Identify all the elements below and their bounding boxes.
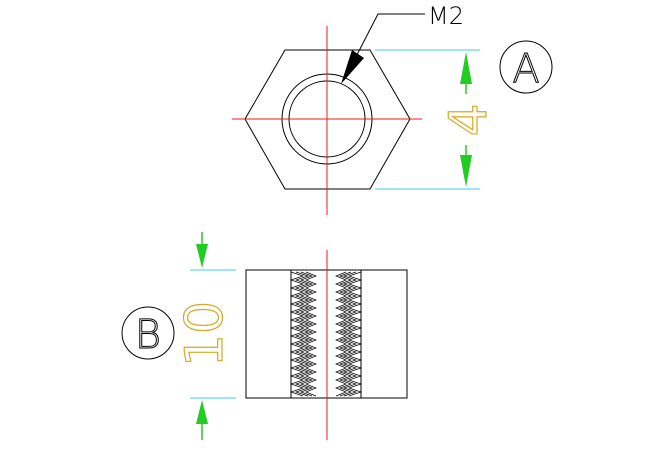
leader-arrowhead: [341, 50, 364, 84]
height-dimension: 10: [174, 232, 236, 440]
marker-a-letter: A: [512, 46, 539, 92]
side-view: [245, 250, 408, 440]
thread-zigzag-line: [342, 271, 358, 397]
thread-zigzag-line: [338, 271, 353, 397]
marker-a-circle: [499, 40, 553, 94]
width-dimension: 4: [375, 49, 500, 190]
top-view: [232, 26, 422, 215]
dim10-arrow-up: [196, 400, 208, 424]
thread-zigzag-line: [299, 271, 314, 397]
thread-zigzag-line: [305, 271, 317, 397]
height-dimension-text: 10: [175, 301, 235, 367]
dim-arrow-up: [460, 52, 472, 84]
marker-b-circle: [121, 306, 175, 360]
view-marker-b: B: [121, 306, 175, 360]
dim10-arrow-down: [196, 244, 208, 268]
thread-label: M2: [428, 2, 464, 30]
dim-arrow-down: [460, 155, 472, 187]
marker-b-letter: B: [135, 312, 161, 358]
thread-callout: M2: [341, 2, 464, 84]
internal-thread-hatching: [289, 271, 363, 397]
leader-line: [343, 13, 425, 81]
view-marker-a: A: [499, 40, 553, 94]
width-dimension-text: 4: [439, 103, 499, 136]
thread-zigzag-line: [289, 271, 305, 397]
thread-zigzag-line: [294, 271, 310, 397]
thread-zigzag-line: [335, 271, 347, 397]
thread-zigzag-line: [347, 271, 363, 397]
